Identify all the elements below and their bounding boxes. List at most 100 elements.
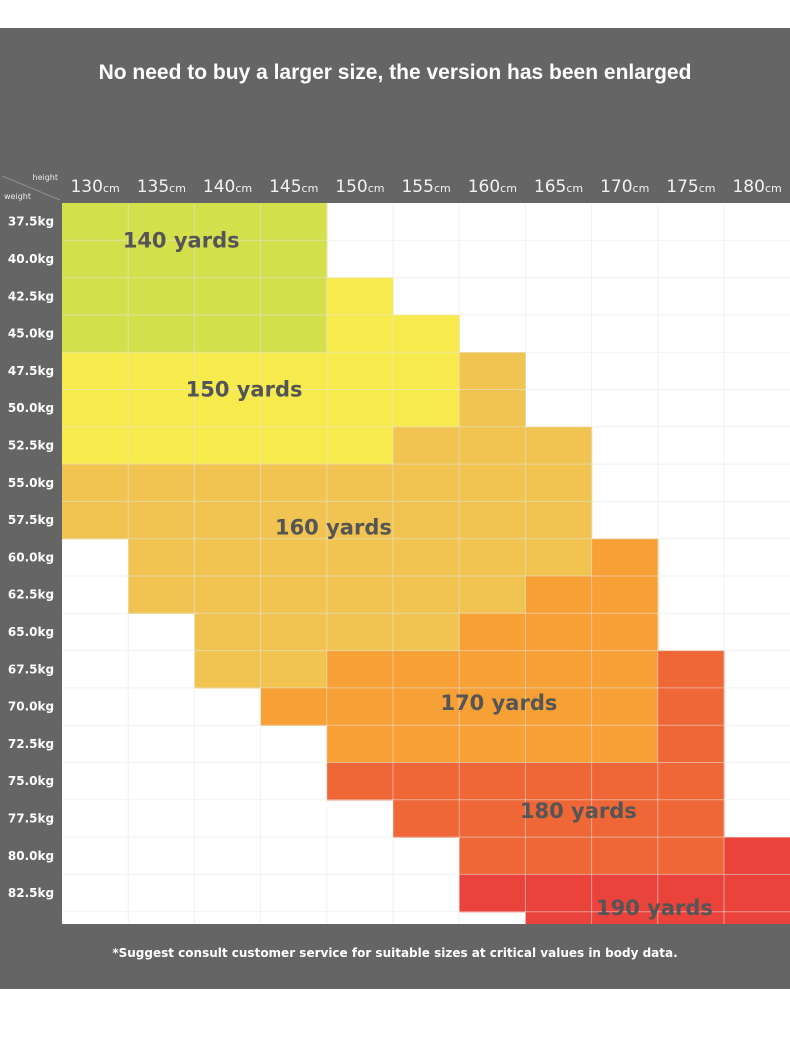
- size-cell-150: [393, 352, 460, 391]
- size-cell-150: [62, 426, 129, 465]
- height-label: 150cm: [335, 177, 384, 197]
- size-cell-170: [525, 613, 593, 652]
- size-cell-190: [724, 837, 790, 875]
- size-cell-160: [525, 501, 593, 540]
- size-cell-180: [459, 799, 526, 838]
- size-cell-160: [326, 501, 394, 540]
- size-cell-150: [326, 314, 394, 353]
- weight-label: 77.5kg: [8, 811, 54, 825]
- weight-label: 65.0kg: [8, 625, 54, 639]
- height-label: 175cm: [666, 177, 715, 197]
- size-cell-160: [128, 501, 195, 540]
- size-cell-160: [260, 501, 328, 540]
- size-cell-170: [326, 687, 394, 726]
- size-cell-190: [591, 874, 659, 913]
- height-label: 140cm: [203, 177, 252, 197]
- size-cell-160: [393, 501, 460, 540]
- size-cell-150: [326, 277, 394, 316]
- size-cell-170: [326, 725, 394, 764]
- header-divider: [1, 175, 61, 201]
- weight-label: 60.0kg: [8, 550, 54, 564]
- size-cell-180: [591, 837, 659, 875]
- size-cell-160: [62, 464, 129, 502]
- size-cell-160: [194, 576, 262, 614]
- size-cell-170: [525, 576, 593, 614]
- size-cell-160: [194, 538, 262, 577]
- size-cell-140: [128, 277, 195, 316]
- size-cell-170: [591, 538, 659, 577]
- size-cell-160: [128, 538, 195, 577]
- size-cell-170: [591, 650, 659, 689]
- size-cell-190: [724, 874, 790, 913]
- zone-label-190: 190 yards: [596, 896, 713, 920]
- zone-label-160: 160 yards: [275, 516, 392, 540]
- size-cell-160: [326, 538, 394, 577]
- size-cell-170: [459, 650, 526, 689]
- height-label: 155cm: [401, 177, 450, 197]
- size-cell-160: [260, 538, 328, 577]
- size-chart-grid: height weight 130cm 135cm 140cm 145cm 150cm 155…: [1, 173, 790, 924]
- weight-label: 42.5kg: [8, 289, 54, 303]
- size-cell-140: [260, 277, 328, 316]
- height-label: 145cm: [269, 177, 318, 197]
- size-cell-160: [393, 538, 460, 577]
- size-cell-160: [393, 426, 460, 465]
- size-cell-160: [128, 464, 195, 502]
- size-cell-160: [326, 613, 394, 652]
- height-label: 135cm: [137, 177, 186, 197]
- size-cell-170: [525, 687, 593, 726]
- size-cell-180: [657, 799, 725, 838]
- size-cell-160: [260, 613, 328, 652]
- size-cell-180: [525, 837, 593, 875]
- size-cell-180: [525, 799, 593, 838]
- size-cell-190: [724, 911, 790, 924]
- size-cell-150: [260, 352, 328, 391]
- size-cell-160: [459, 576, 526, 614]
- size-cell-160: [459, 464, 526, 502]
- weight-label: 37.5kg: [8, 215, 54, 229]
- weight-label: 52.5kg: [8, 438, 54, 452]
- height-label: 130cm: [70, 177, 119, 197]
- size-cell-140: [62, 203, 129, 241]
- weight-label: 72.5kg: [8, 737, 54, 751]
- size-cell-160: [393, 576, 460, 614]
- weight-label: 45.0kg: [8, 327, 54, 341]
- size-cell-160: [393, 464, 460, 502]
- size-cell-150: [128, 389, 195, 428]
- size-cell-170: [459, 687, 526, 726]
- size-cell-190: [459, 874, 526, 913]
- size-cell-160: [459, 501, 526, 540]
- size-cell-140: [194, 240, 262, 279]
- size-cell-150: [393, 314, 460, 353]
- height-label: 160cm: [468, 177, 517, 197]
- size-cell-140: [128, 203, 195, 241]
- size-cell-170: [591, 576, 659, 614]
- zone-label-140: 140 yards: [123, 228, 240, 252]
- size-cell-170: [459, 613, 526, 652]
- size-cell-170: [459, 725, 526, 764]
- chart-title: No need to buy a larger size, the versio…: [98, 61, 692, 84]
- weight-label: 80.0kg: [8, 849, 54, 863]
- weight-label: 62.5kg: [8, 588, 54, 602]
- size-cell-160: [260, 650, 328, 689]
- size-cell-150: [128, 426, 195, 465]
- size-cell-160: [260, 576, 328, 614]
- weight-label: 75.0kg: [8, 774, 54, 788]
- size-cell-160: [459, 426, 526, 465]
- size-cell-140: [128, 314, 195, 353]
- size-cell-160: [194, 613, 262, 652]
- size-cell-170: [260, 687, 328, 726]
- size-cell-180: [657, 837, 725, 875]
- size-cell-150: [194, 426, 262, 465]
- size-cell-150: [128, 352, 195, 391]
- size-cell-180: [393, 799, 460, 838]
- size-cell-180: [657, 725, 725, 764]
- size-cell-190: [657, 911, 725, 924]
- size-cell-160: [459, 389, 526, 428]
- size-cell-160: [326, 464, 394, 502]
- size-cell-150: [326, 426, 394, 465]
- size-cell-160: [194, 501, 262, 540]
- weight-label: 47.5kg: [8, 364, 54, 378]
- size-cell-160: [393, 613, 460, 652]
- size-cell-160: [525, 464, 593, 502]
